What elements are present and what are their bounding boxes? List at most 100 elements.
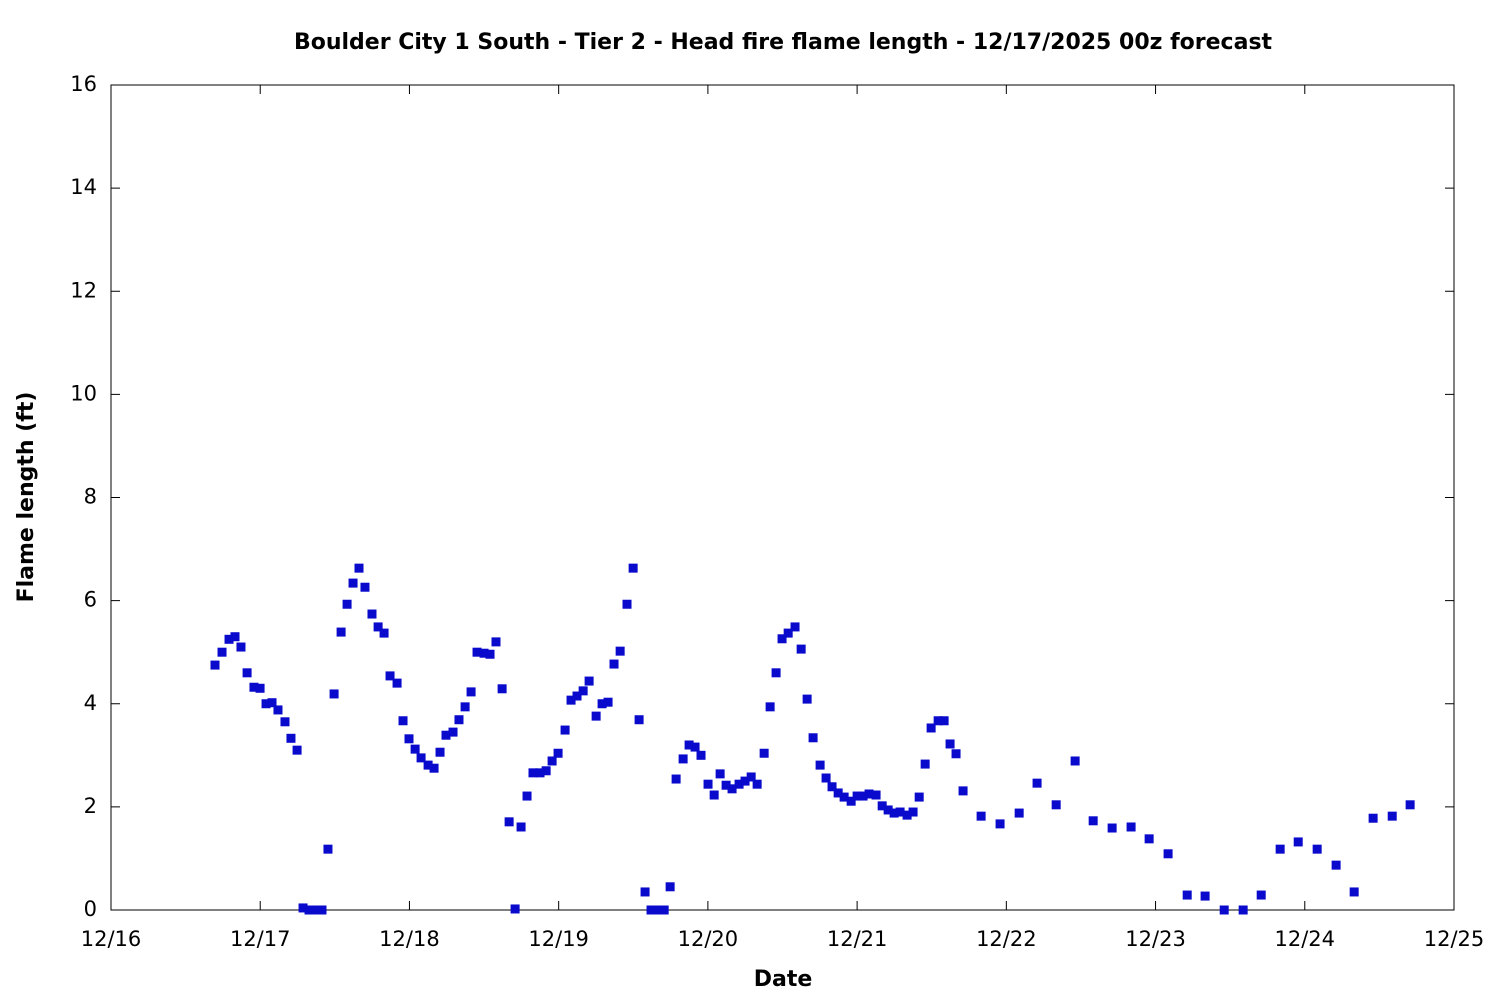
point bbox=[858, 791, 868, 801]
point bbox=[933, 716, 943, 726]
point bbox=[591, 711, 601, 721]
point bbox=[1256, 890, 1266, 900]
point bbox=[846, 796, 856, 806]
plot-frame bbox=[110, 84, 1455, 911]
point bbox=[939, 716, 949, 726]
point bbox=[883, 805, 893, 815]
point bbox=[566, 695, 576, 705]
point bbox=[298, 903, 308, 913]
point bbox=[696, 750, 706, 760]
point bbox=[1200, 891, 1210, 901]
x-tick-label: 12/16 bbox=[81, 927, 142, 951]
point bbox=[1126, 822, 1136, 832]
point bbox=[709, 790, 719, 800]
point bbox=[379, 628, 389, 638]
point bbox=[1051, 800, 1061, 810]
point bbox=[441, 730, 451, 740]
y-tick-label: 0 bbox=[84, 897, 97, 921]
point bbox=[535, 768, 545, 778]
point bbox=[1088, 816, 1098, 826]
point bbox=[734, 779, 744, 789]
point bbox=[777, 634, 787, 644]
point bbox=[715, 769, 725, 779]
point bbox=[504, 817, 514, 827]
point bbox=[597, 699, 607, 709]
point bbox=[815, 760, 825, 770]
point bbox=[895, 807, 905, 817]
point bbox=[727, 784, 737, 794]
point bbox=[448, 727, 458, 737]
y-tick-label: 16 bbox=[70, 72, 97, 96]
point bbox=[646, 905, 656, 915]
point bbox=[1032, 778, 1042, 788]
point bbox=[528, 768, 538, 778]
x-tick-label: 12/23 bbox=[1125, 927, 1186, 951]
point bbox=[908, 807, 918, 817]
point bbox=[833, 788, 843, 798]
point bbox=[479, 648, 489, 658]
point bbox=[609, 659, 619, 669]
point bbox=[914, 792, 924, 802]
point bbox=[460, 702, 470, 712]
point bbox=[398, 716, 408, 726]
point bbox=[466, 687, 476, 697]
point bbox=[678, 754, 688, 764]
point bbox=[622, 599, 632, 609]
point bbox=[578, 686, 588, 696]
point bbox=[348, 578, 358, 588]
point bbox=[210, 660, 220, 670]
point bbox=[280, 717, 290, 727]
point bbox=[926, 723, 936, 733]
point bbox=[416, 753, 426, 763]
point bbox=[790, 622, 800, 632]
point bbox=[572, 691, 582, 701]
x-tick-label: 12/20 bbox=[678, 927, 739, 951]
x-tick-label: 12/22 bbox=[976, 927, 1037, 951]
y-tick-label: 4 bbox=[84, 691, 97, 715]
point bbox=[472, 647, 482, 657]
point bbox=[877, 801, 887, 811]
point bbox=[759, 748, 769, 758]
point bbox=[410, 744, 420, 754]
y-tick-label: 6 bbox=[84, 588, 97, 612]
point bbox=[429, 763, 439, 773]
point bbox=[827, 782, 837, 792]
point bbox=[267, 698, 277, 708]
point bbox=[995, 819, 1005, 829]
point bbox=[945, 739, 955, 749]
point bbox=[1368, 813, 1378, 823]
y-tick-label: 2 bbox=[84, 794, 97, 818]
point bbox=[1014, 808, 1024, 818]
point bbox=[684, 740, 694, 750]
point bbox=[628, 563, 638, 573]
point bbox=[671, 774, 681, 784]
point bbox=[958, 786, 968, 796]
point bbox=[584, 676, 594, 686]
point bbox=[740, 776, 750, 786]
point bbox=[1387, 811, 1397, 821]
point bbox=[1312, 844, 1322, 854]
point bbox=[342, 599, 352, 609]
point bbox=[367, 609, 377, 619]
point bbox=[541, 766, 551, 776]
x-tick-label: 12/19 bbox=[528, 927, 589, 951]
point bbox=[236, 642, 246, 652]
point bbox=[1293, 837, 1303, 847]
point bbox=[336, 627, 346, 637]
x-tick-label: 12/24 bbox=[1275, 927, 1336, 951]
point bbox=[323, 844, 333, 854]
point bbox=[603, 697, 613, 707]
point bbox=[230, 632, 240, 642]
point bbox=[690, 742, 700, 752]
point bbox=[273, 705, 283, 715]
point bbox=[454, 715, 464, 725]
point bbox=[547, 756, 557, 766]
point bbox=[392, 678, 402, 688]
y-axis-label: Flame length (ft) bbox=[14, 392, 39, 603]
point bbox=[920, 759, 930, 769]
point bbox=[242, 668, 252, 678]
point bbox=[640, 887, 650, 897]
point bbox=[839, 792, 849, 802]
point bbox=[286, 733, 296, 743]
